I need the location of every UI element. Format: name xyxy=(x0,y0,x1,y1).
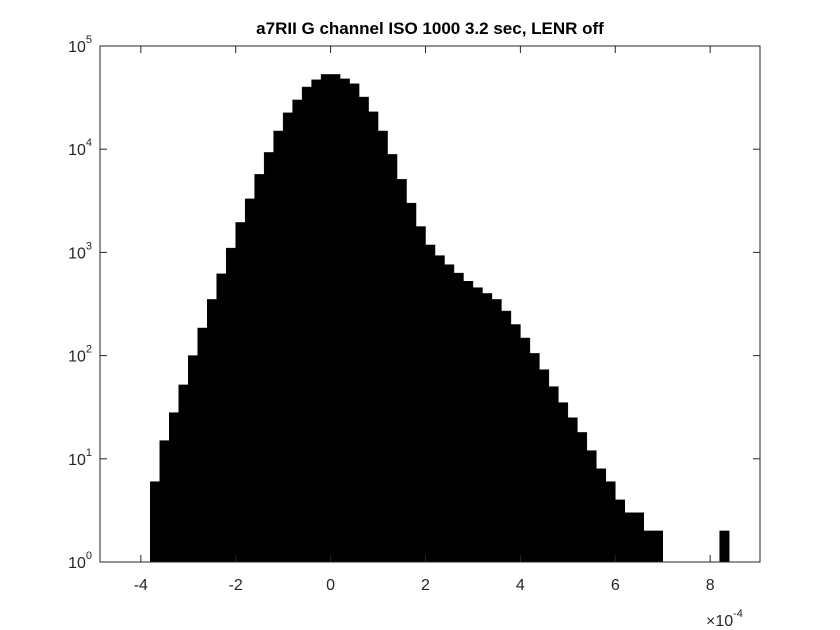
bar xyxy=(282,112,293,563)
bar xyxy=(396,179,407,563)
bar xyxy=(425,244,436,563)
y-tick-base: 10 xyxy=(68,39,86,56)
bar xyxy=(453,272,464,563)
bar xyxy=(491,299,502,563)
x-tick-label: 8 xyxy=(706,577,715,594)
bar xyxy=(273,130,284,563)
y-tick-base: 10 xyxy=(68,142,86,159)
bar xyxy=(434,255,445,563)
y-tick-exponent: 0 xyxy=(86,550,92,562)
x-multiplier: ×10-4 xyxy=(706,608,743,630)
y-tick-label: 104 xyxy=(68,137,92,159)
x-multiplier-exponent: -4 xyxy=(733,608,743,620)
y-tick-base: 10 xyxy=(68,555,86,572)
bar xyxy=(159,440,170,563)
bar xyxy=(482,293,493,563)
bar xyxy=(529,353,540,563)
x-tick-label: 6 xyxy=(611,577,620,594)
y-tick-label: 102 xyxy=(68,344,92,366)
bar xyxy=(415,226,426,563)
bar xyxy=(586,450,597,563)
bar xyxy=(292,99,303,563)
bar xyxy=(567,417,578,563)
bar xyxy=(178,384,189,563)
y-tick-base: 10 xyxy=(68,245,86,262)
bar xyxy=(235,222,246,563)
bar xyxy=(501,310,512,563)
x-tick-label: -4 xyxy=(134,577,148,594)
bar xyxy=(406,202,417,563)
bar xyxy=(634,512,645,563)
bar xyxy=(197,327,208,563)
y-tick-label: 103 xyxy=(68,240,92,262)
bar xyxy=(615,499,626,563)
bar xyxy=(719,530,730,563)
bar xyxy=(263,152,274,563)
bar xyxy=(548,386,559,563)
bar xyxy=(188,355,198,563)
bar xyxy=(254,174,265,563)
bar xyxy=(358,96,369,563)
bar xyxy=(330,74,341,563)
bar xyxy=(244,198,255,563)
bar xyxy=(539,369,550,563)
bar xyxy=(472,287,483,563)
x-tick-label: 4 xyxy=(516,577,525,594)
x-tick-label: -2 xyxy=(229,577,243,594)
bar xyxy=(596,468,607,563)
chart-title: a7RII G channel ISO 1000 3.2 sec, LENR o… xyxy=(256,19,604,38)
bar xyxy=(652,530,663,563)
bar xyxy=(377,130,388,563)
y-tick-exponent: 4 xyxy=(86,137,92,149)
bar xyxy=(320,74,331,563)
bar xyxy=(387,154,398,563)
bar xyxy=(368,111,379,563)
bar xyxy=(349,83,360,563)
bar xyxy=(301,86,312,563)
y-tick-base: 10 xyxy=(68,349,86,366)
y-tick-exponent: 3 xyxy=(86,240,92,252)
y-tick-label: 101 xyxy=(68,447,92,469)
bar xyxy=(444,264,455,563)
bar xyxy=(463,281,474,563)
bar xyxy=(510,324,521,563)
bar xyxy=(624,512,635,563)
x-tick-label: 2 xyxy=(421,577,430,594)
bar xyxy=(577,432,588,563)
bar xyxy=(225,247,236,563)
y-tick-exponent: 1 xyxy=(86,447,92,459)
y-tick-label: 105 xyxy=(68,34,92,56)
y-tick-exponent: 2 xyxy=(86,344,92,356)
bar xyxy=(311,79,322,563)
bar xyxy=(520,337,531,563)
bar xyxy=(643,530,654,563)
bar xyxy=(216,273,227,563)
bar xyxy=(339,78,350,563)
y-tick-exponent: 5 xyxy=(86,34,92,46)
y-tick-label: 100 xyxy=(68,550,92,572)
x-tick-label: 0 xyxy=(326,577,335,594)
bar xyxy=(605,481,616,563)
bar xyxy=(558,402,569,563)
x-multiplier-base: ×10 xyxy=(706,613,733,630)
axes-box xyxy=(99,45,761,563)
bar xyxy=(169,412,180,563)
bar xyxy=(206,299,217,563)
bar xyxy=(150,481,161,563)
y-tick-base: 10 xyxy=(68,452,86,469)
